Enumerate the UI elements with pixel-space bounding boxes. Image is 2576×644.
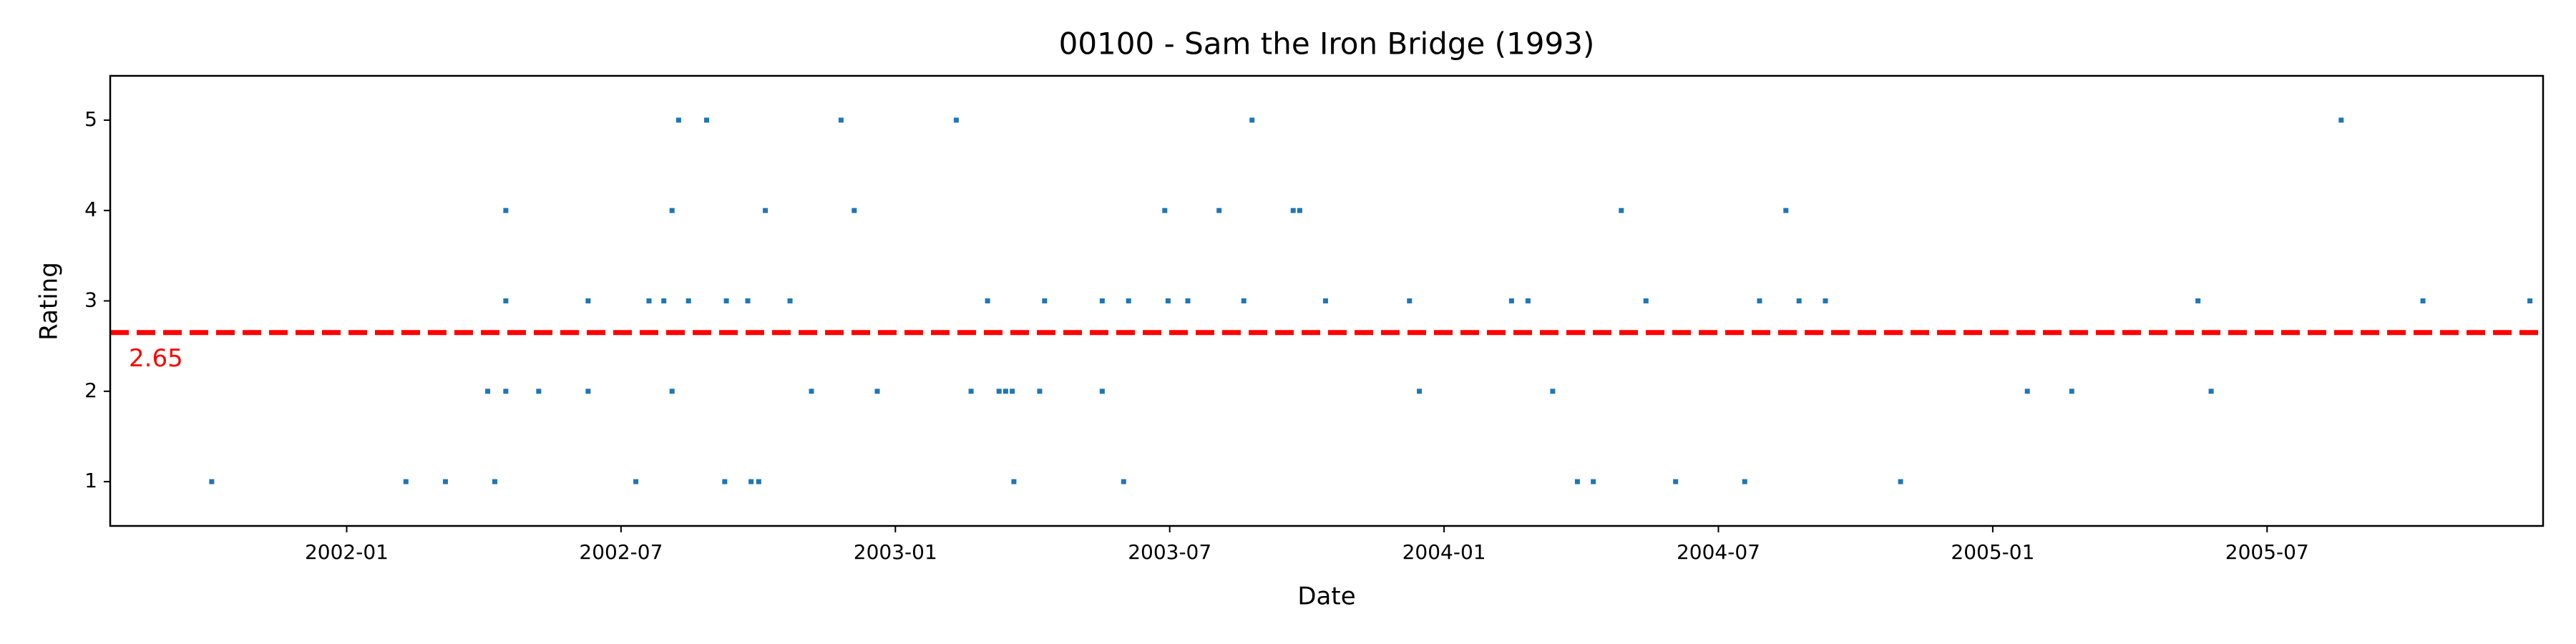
- point: [503, 208, 509, 213]
- point: [1591, 479, 1596, 484]
- point: [1643, 298, 1649, 303]
- point: [787, 298, 793, 303]
- point: [1619, 208, 1624, 213]
- x-tick-label: 2002-01: [305, 540, 389, 564]
- point: [985, 298, 990, 303]
- point: [2208, 389, 2214, 394]
- point: [1550, 389, 1556, 394]
- point: [1010, 389, 1015, 394]
- point: [2420, 298, 2426, 303]
- point: [1241, 298, 1246, 303]
- point: [485, 389, 491, 394]
- point: [756, 479, 761, 484]
- x-tick-label: 2004-01: [1402, 540, 1486, 564]
- point: [1099, 389, 1105, 394]
- x-tick-label: 2002-07: [579, 540, 663, 564]
- point: [1297, 208, 1302, 213]
- point: [1042, 298, 1048, 303]
- point: [675, 117, 681, 123]
- point: [2024, 389, 2030, 394]
- point: [704, 117, 710, 123]
- point: [1407, 298, 1413, 303]
- point: [1037, 389, 1043, 394]
- y-tick-label: 2: [84, 379, 97, 402]
- point: [1249, 117, 1255, 123]
- point: [661, 298, 667, 303]
- point: [809, 389, 814, 394]
- point: [1162, 208, 1168, 213]
- point: [1796, 298, 1802, 303]
- x-tick-label: 2003-07: [1128, 540, 1211, 564]
- point: [748, 479, 754, 484]
- point: [874, 389, 880, 394]
- point: [2069, 389, 2074, 394]
- x-tick-label: 2005-01: [1951, 540, 2034, 564]
- point: [1673, 479, 1679, 484]
- point: [1417, 389, 1423, 394]
- point: [503, 389, 509, 394]
- mean-label: 2.65: [129, 344, 183, 373]
- point: [443, 479, 449, 484]
- y-axis-label: Rating: [35, 262, 64, 341]
- point: [953, 117, 959, 123]
- point: [1322, 298, 1328, 303]
- point: [1185, 298, 1191, 303]
- plot-frame: [109, 74, 2545, 527]
- point: [585, 389, 591, 394]
- point: [763, 208, 769, 213]
- point: [838, 117, 844, 123]
- point: [669, 208, 675, 213]
- point: [633, 479, 639, 484]
- y-tick-label: 4: [84, 197, 97, 221]
- point: [686, 298, 691, 303]
- point: [1099, 298, 1105, 303]
- point: [2338, 117, 2344, 123]
- x-tick-label: 2003-01: [854, 540, 937, 564]
- x-axis-label: Date: [1297, 582, 1355, 611]
- point: [2195, 298, 2201, 303]
- point: [503, 298, 509, 303]
- y-tick-label: 3: [84, 288, 97, 312]
- point: [209, 479, 215, 484]
- point: [1823, 298, 1828, 303]
- y-tick-label: 5: [84, 107, 97, 131]
- point: [968, 389, 974, 394]
- point: [1783, 208, 1789, 213]
- point: [1011, 479, 1017, 484]
- point: [745, 298, 751, 303]
- chart-title: 00100 - Sam the Iron Bridge (1993): [1059, 26, 1595, 62]
- point: [996, 389, 1002, 394]
- point: [536, 389, 542, 394]
- point: [1216, 208, 1222, 213]
- x-tick-label: 2004-07: [1677, 540, 1760, 564]
- point: [585, 298, 591, 303]
- point: [723, 298, 729, 303]
- point: [1757, 298, 1762, 303]
- point: [1002, 389, 1008, 394]
- point: [1290, 208, 1296, 213]
- point: [1574, 479, 1580, 484]
- point: [722, 479, 728, 484]
- point: [1126, 298, 1131, 303]
- point: [1121, 479, 1126, 484]
- point: [1525, 298, 1531, 303]
- point: [1742, 479, 1747, 484]
- x-tick-label: 2005-07: [2225, 540, 2309, 564]
- point: [1165, 298, 1171, 303]
- point: [1508, 298, 1514, 303]
- point: [2527, 298, 2533, 303]
- y-tick-label: 1: [84, 469, 97, 492]
- point: [1898, 479, 1903, 484]
- point: [852, 208, 857, 213]
- point: [492, 479, 498, 484]
- point: [646, 298, 652, 303]
- point: [403, 479, 409, 484]
- point: [669, 389, 675, 394]
